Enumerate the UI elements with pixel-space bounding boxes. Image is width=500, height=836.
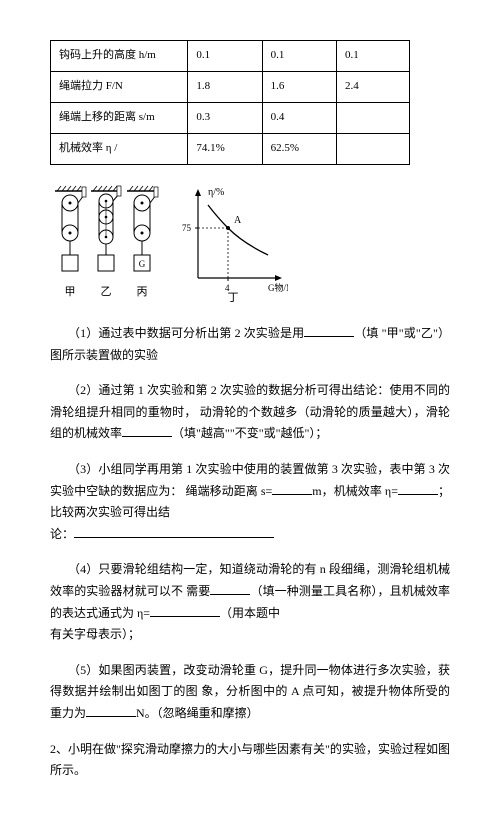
blank[interactable] — [304, 324, 354, 337]
cell: 钩码上升的高度 h/m — [51, 41, 188, 72]
data-table: 钩码上升的高度 h/m 0.1 0.1 0.1 绳端拉力 F/N 1.8 1.6… — [50, 40, 410, 165]
q3-line2a: 绳端移动距离 s= — [186, 484, 273, 498]
question-4: （4）只要滑轮组结构一定，知道绕动滑轮的有 n 段细绳，测滑轮组机械效率的实验器… — [50, 559, 450, 645]
graph-sublabel: 丁 — [228, 292, 239, 303]
cell: 绳端拉力 F/N — [51, 72, 188, 103]
pulley-diagram: G 甲 乙 丙 — [50, 183, 160, 303]
cell: 0.1 — [336, 41, 409, 72]
pulley-label-1: 甲 — [65, 286, 76, 298]
cell: 机械效率 η / — [51, 134, 188, 165]
graph-xlabel: G物/N — [268, 282, 288, 293]
pulley-label-3: 丙 — [137, 286, 148, 298]
cell: 1.8 — [188, 72, 262, 103]
question-1: （1）通过表中数据可分析出第 2 次实验是用（填 "甲"或"乙"）图所示装置做的… — [50, 323, 450, 366]
blank[interactable] — [74, 525, 274, 538]
blank[interactable] — [86, 704, 136, 717]
table-row: 钩码上升的高度 h/m 0.1 0.1 0.1 — [51, 41, 410, 72]
graph-point-label: A — [234, 215, 242, 226]
q1-text: （1）通过表中数据可分析出第 2 次实验是用 — [68, 326, 304, 340]
cell: 74.1% — [188, 134, 262, 165]
cell: 绳端上移的距离 s/m — [51, 103, 188, 134]
q3-line2b: m，机械效率 η= — [312, 484, 398, 498]
cell — [336, 134, 409, 165]
cell: 1.6 — [262, 72, 336, 103]
question-3: （3）小组同学再用第 1 次实验中使用的装置做第 3 次实验，表中第 3 次实验… — [50, 459, 450, 545]
cell: 2.4 — [336, 72, 409, 103]
q4-line2a: 需要 — [186, 584, 210, 598]
graph-ylabel: η/% — [208, 187, 224, 198]
blank[interactable] — [210, 582, 250, 595]
pulley-label-2: 乙 — [101, 285, 112, 298]
cell: 0.1 — [188, 41, 262, 72]
svg-text:G: G — [139, 259, 146, 269]
cell: 62.5% — [262, 134, 336, 165]
blank[interactable] — [122, 424, 172, 437]
question-last: 2、小明在做"探究滑动摩擦力的大小与哪些因素有关"的实验，实验过程如图所示。 — [50, 739, 450, 782]
cell — [336, 103, 409, 134]
table-row: 绳端拉力 F/N 1.8 1.6 2.4 — [51, 72, 410, 103]
q4-line3: 有关字母表示）； — [50, 627, 140, 641]
diagram-row: G 甲 乙 丙 η/% G物/N 75 4 A 丁 — [50, 183, 450, 303]
cell: 0.3 — [188, 103, 262, 134]
blank[interactable] — [398, 482, 438, 495]
question-2: （2）通过第 1 次实验和第 2 次实验的数据分析可得出结论：使用不同的滑轮组提… — [50, 380, 450, 445]
q3-line3: 论： — [50, 527, 74, 541]
efficiency-graph: η/% G物/N 75 4 A 丁 — [178, 183, 288, 303]
q2-line2b: （填"越高""不变"或"越低"）； — [172, 426, 327, 440]
table-row: 绳端上移的距离 s/m 0.3 0.4 — [51, 103, 410, 134]
blank[interactable] — [150, 604, 220, 617]
q4-line2c: （用本题中 — [220, 606, 280, 620]
question-5: （5）如果图丙装置，改变动滑轮重 G，提升同一物体进行多次实验，获得数据并绘制出… — [50, 660, 450, 725]
graph-ytick: 75 — [182, 223, 192, 233]
cell: 0.4 — [262, 103, 336, 134]
blank[interactable] — [272, 482, 312, 495]
cell: 0.1 — [262, 41, 336, 72]
q5-line2b: N。（忽略绳重和摩擦） — [136, 706, 259, 720]
table-row: 机械效率 η / 74.1% 62.5% — [51, 134, 410, 165]
